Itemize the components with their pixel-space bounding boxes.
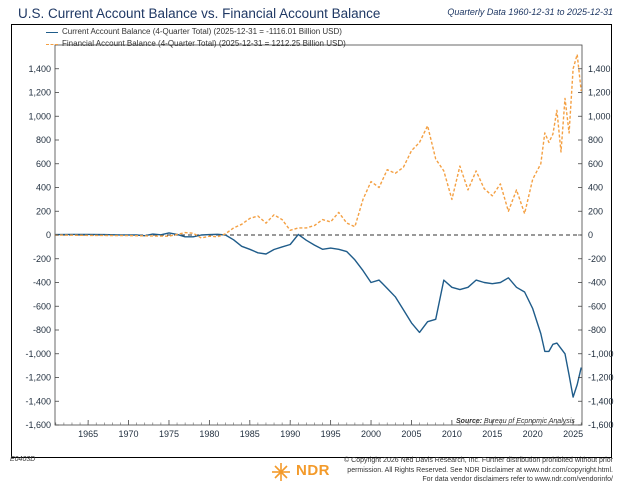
y-tick-label-right: -400	[588, 278, 606, 288]
x-tick-label: 1970	[119, 429, 139, 439]
legend-swatch-dashed	[46, 43, 58, 45]
copyright-line: For data vendor disclaimers refer to www…	[422, 476, 613, 483]
x-tick-label: 1990	[280, 429, 300, 439]
y-tick-label-left: 400	[36, 183, 51, 193]
series-layer	[54, 53, 582, 398]
x-tick-label: 2020	[523, 429, 543, 439]
y-tick-label-right: 0	[588, 230, 593, 240]
legend-label: Financial Account Balance (4-Quarter Tot…	[62, 39, 346, 48]
y-tick-label-left: 800	[36, 135, 51, 145]
y-tick-label-left: -200	[33, 254, 51, 264]
x-tick-label: 1995	[321, 429, 341, 439]
x-tick-label: 1985	[240, 429, 260, 439]
y-tick-label-right: -200	[588, 254, 606, 264]
source-note: Source: Bureau of Economic Analysis	[456, 418, 575, 425]
y-tick-label-left: -800	[33, 325, 51, 335]
copyright-line: © Copyright 2026 Ned Davis Research, Inc…	[344, 457, 613, 464]
legend-label: Current Account Balance (4-Quarter Total…	[62, 27, 342, 36]
y-tick-label-right: -800	[588, 325, 606, 335]
y-tick-label-left: 0	[46, 230, 51, 240]
ndr-logo-icon	[272, 463, 290, 481]
y-tick-label-right: 1,000	[588, 111, 611, 121]
series-line-financial-account	[54, 53, 582, 239]
legend-swatch-solid	[46, 31, 58, 33]
y-tick-label-right: -1,200	[588, 373, 614, 383]
y-tick-label-right: 200	[588, 206, 603, 216]
y-tick-label-left: 1,400	[28, 64, 51, 74]
legend-entry-financial-account: Financial Account Balance (4-Quarter Tot…	[46, 38, 346, 50]
y-tick-label-left: -400	[33, 278, 51, 288]
source-value: Bureau of Economic Analysis	[484, 418, 575, 425]
ndr-logo-text: NDR	[296, 462, 330, 479]
y-tick-label-left: -1,400	[25, 396, 51, 406]
x-tick-label: 1965	[78, 429, 98, 439]
y-tick-label-right: 400	[588, 183, 603, 193]
chart-code: E0403D	[10, 456, 36, 463]
y-tick-label-left: -1,200	[25, 373, 51, 383]
chart-frame	[11, 24, 612, 458]
y-tick-label-right: 600	[588, 159, 603, 169]
y-tick-label-right: 1,200	[588, 88, 611, 98]
copyright-line: permission. All Rights Reserved. See NDR…	[347, 466, 613, 474]
x-tick-label: 2005	[401, 429, 421, 439]
legend-entry-current-account: Current Account Balance (4-Quarter Total…	[46, 26, 346, 38]
y-tick-label-right: -600	[588, 301, 606, 311]
series-line-current-account	[54, 232, 582, 398]
y-tick-label-left: -600	[33, 301, 51, 311]
y-tick-label-left: 200	[36, 206, 51, 216]
y-tick-label-right: -1,600	[588, 420, 614, 430]
y-tick-label-right: -1,000	[588, 349, 614, 359]
source-label: Source:	[456, 418, 483, 425]
y-tick-label-left: 1,200	[28, 88, 51, 98]
y-tick-label-left: 1,000	[28, 111, 51, 121]
y-tick-label-right: 800	[588, 135, 603, 145]
y-tick-label-right: -1,400	[588, 396, 614, 406]
chart-legend: Current Account Balance (4-Quarter Total…	[46, 26, 346, 50]
x-tick-label: 1980	[199, 429, 219, 439]
y-tick-label-left: 600	[36, 159, 51, 169]
x-tick-label: 2010	[442, 429, 462, 439]
chart-subtitle: Quarterly Data 1960-12-31 to 2025-12-31	[447, 7, 613, 17]
x-tick-label: 2015	[482, 429, 502, 439]
y-tick-label-left: -1,000	[25, 349, 51, 359]
x-tick-label: 1975	[159, 429, 179, 439]
y-tick-label-left: -1,600	[25, 420, 51, 430]
y-tick-label-right: 1,400	[588, 64, 611, 74]
page-title: U.S. Current Account Balance vs. Financi…	[18, 6, 381, 21]
tick-layer: -1,600 -1,600 -1,400 -1,400 -1,200 -1,200 -1,0…	[25, 64, 613, 439]
x-tick-label: 2025	[563, 429, 583, 439]
x-tick-label: 2000	[361, 429, 381, 439]
copyright-notice: © Copyright 2026 Ned Davis Research, Inc…	[343, 456, 613, 485]
